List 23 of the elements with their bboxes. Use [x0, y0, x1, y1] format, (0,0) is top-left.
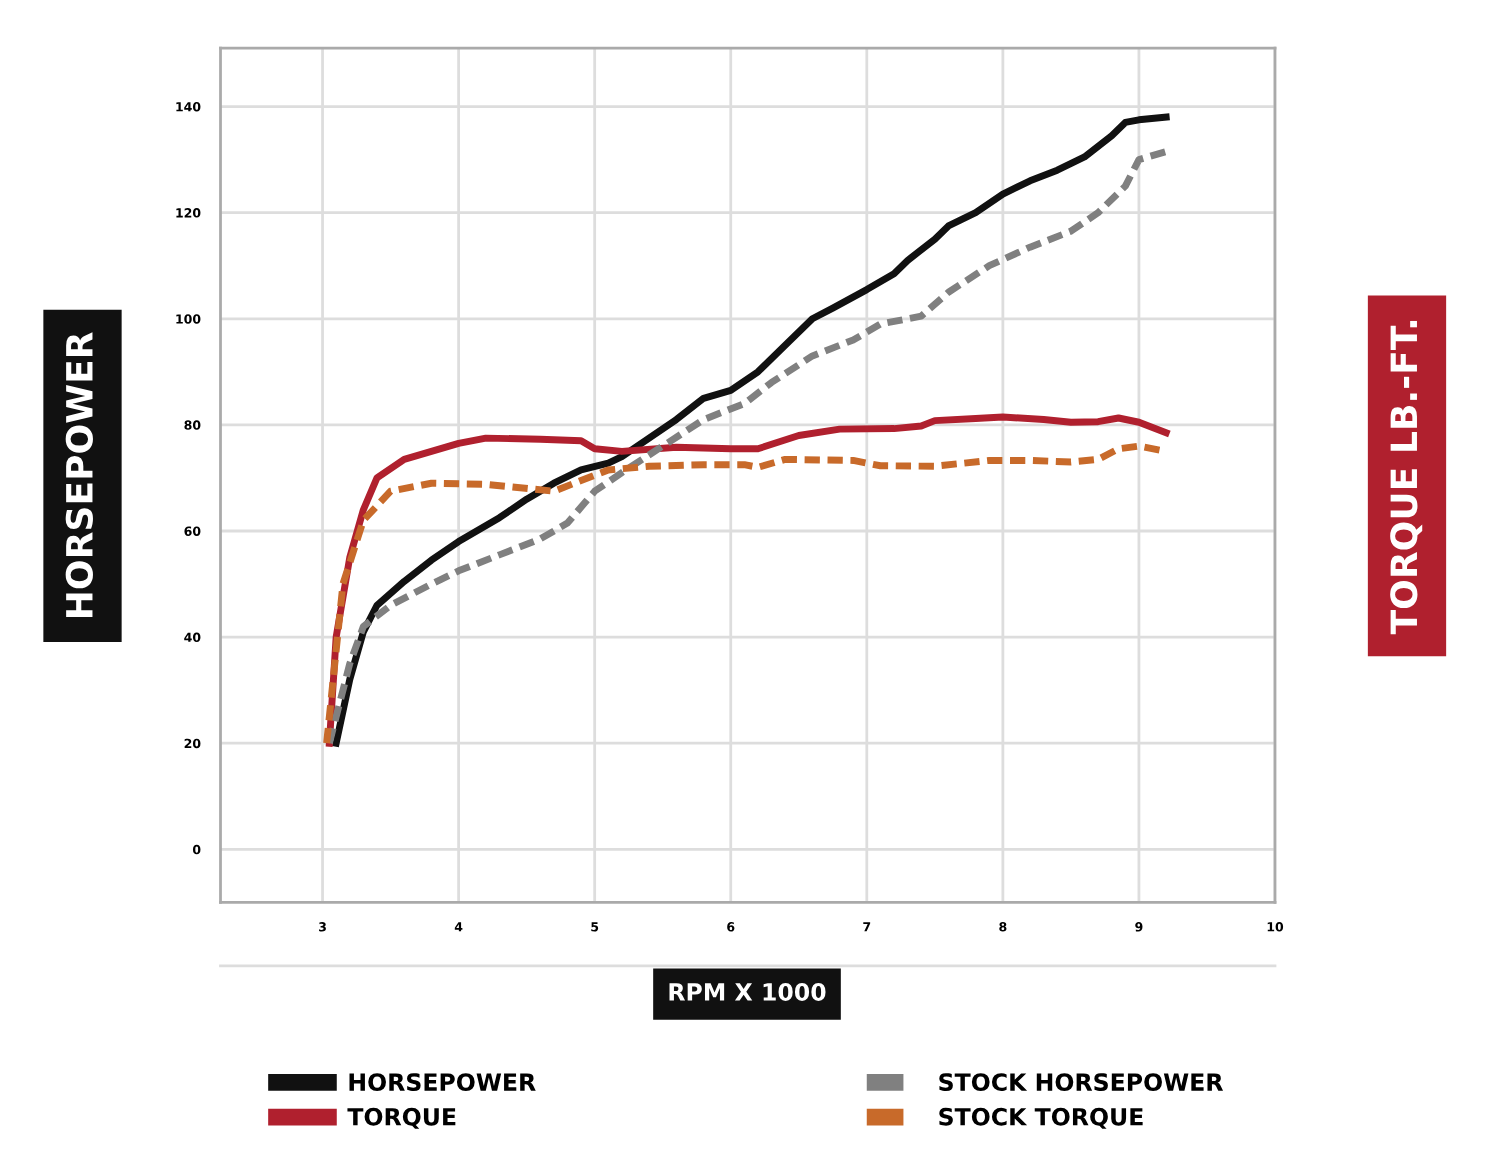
- legend-label: TORQUE: [347, 1107, 456, 1129]
- y-tick-label: 120: [176, 208, 201, 218]
- legend-label: HORSEPOWER: [349, 1073, 536, 1092]
- x-tick-label: 3: [319, 922, 326, 932]
- x-tick-label: 10: [1267, 922, 1284, 932]
- x-tick-label: 5: [591, 922, 599, 932]
- x-tick-label: 4: [454, 922, 463, 932]
- x-tick-label: 6: [727, 922, 735, 932]
- y-tick-label: 80: [184, 420, 201, 430]
- x-tick-label: 7: [863, 922, 871, 932]
- legend-label: STOCK HORSEPOWER: [939, 1073, 1224, 1092]
- y-tick-label: 140: [176, 102, 201, 112]
- x-tick-label: 8: [999, 922, 1007, 932]
- x-tick-label: 9: [1135, 922, 1143, 932]
- y-tick-label: 20: [184, 738, 201, 749]
- y2-axis-title: TORQUE LB.-FT.: [1390, 320, 1423, 635]
- legend-label: STOCK TORQUE: [939, 1107, 1143, 1129]
- y-tick-label: 100: [176, 314, 201, 324]
- y-tick-label: 0: [192, 844, 201, 855]
- y-tick-label: 40: [184, 632, 201, 643]
- x-axis-title: RPM X 1000: [669, 983, 826, 1001]
- y-tick-label: 60: [184, 526, 201, 536]
- y-axis-title: HORSEPOWER: [65, 332, 93, 617]
